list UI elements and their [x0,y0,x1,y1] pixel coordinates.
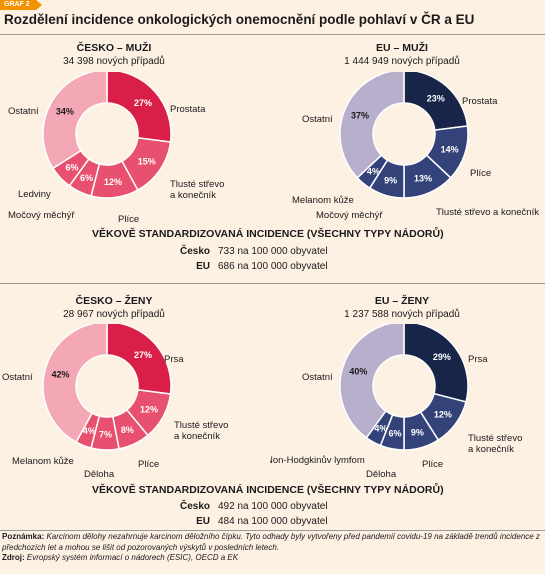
graf-label: GRAF 2 [0,0,42,10]
slice-value-label: 12% [104,177,122,187]
slice-value-label: 4% [374,424,387,434]
standardized-value: 686 na 100 000 obyvatel [218,261,328,272]
slice-value-label: 40% [349,367,367,377]
slice-category-label: Melanom kůže [292,195,354,206]
donut-chart-eu-men: 23% Prostata 14% Plíce 13% Tlusté střevo a ko… [292,72,539,221]
standardized-value: 733 na 100 000 obyvatel [218,246,328,257]
slice-category-label: Děloha [84,469,115,480]
chart-subtitle-eu-men: 1 444 949 nových případů [344,56,460,67]
standardized-row-cz-women: Česko 492 na 100 000 obyvatel [176,501,328,512]
chart-subtitle-cz-men: 34 398 nových případů [63,56,165,67]
slice-value-label: 15% [138,156,156,166]
slice-category-label: Prostata [462,96,498,107]
standardized-region: EU [196,261,210,272]
source-text: Evropský systém informací o nádorech (ES… [26,553,239,562]
slice-value-label: 4% [367,166,380,176]
donut-chart-eu-women: 29% Prsa 12% Tlusté střevo a konečník 9% Plíce… [270,324,522,480]
standardized-title-women: VĚKOVĚ STANDARDIZOVANÁ INCIDENCE (VŠECHN… [92,484,444,496]
donut-slice [403,324,469,403]
slice-category-label: Tlusté střevo a konečník [170,179,224,201]
slice-category-label: Prostata [170,104,206,115]
slice-category-label: Děloha [366,469,397,480]
standardized-value: 492 na 100 000 obyvatel [218,501,328,512]
donut-slice [339,324,405,439]
slice-category-label: Plíce [470,168,491,179]
standardized-title-men: VĚKOVĚ STANDARDIZOVANÁ INCIDENCE (VŠECHN… [92,228,444,240]
slice-value-label: 29% [433,352,451,362]
notes-divider [0,530,545,531]
slice-category-label: Plíce [118,214,139,225]
donut-slice [42,72,108,170]
slice-value-label: 8% [121,425,134,435]
standardized-region: Česko [179,246,210,257]
slice-category-label: Ostatní [2,372,33,383]
slice-category-label: Prsa [164,354,184,365]
slice-value-label: 23% [427,93,445,103]
slice-category-label: Tlusté střevo a konečník [174,420,228,442]
chart-subtitle-cz-women: 28 967 nových případů [63,309,165,320]
slice-category-label: Prsa [468,354,488,365]
slice-value-label: 6% [66,162,79,172]
donut-chart-cz-women: 27% Prsa 12% Tlusté střevo a konečník 8% Plíce… [2,324,228,480]
slice-category-label: Plíce [422,459,443,470]
note-label: Poznámka: [2,532,45,541]
source: Zdroj: Evropský systém informací o nádor… [2,553,542,564]
slice-category-label: Ledviny [18,189,51,200]
standardized-region: EU [196,516,210,527]
note: Poznámka: Karcinom dělohy nezahrnuje kar… [2,532,542,553]
slice-value-label: 6% [80,173,93,183]
slice-value-label: 4% [83,426,96,436]
donut-slice [106,72,172,143]
slice-category-label: Ostatní [302,114,333,125]
source-label: Zdroj: [2,553,25,562]
slice-value-label: 6% [388,429,401,439]
chart-subtitle-eu-women: 1 237 588 nových případů [344,309,460,320]
slice-category-label: Tlusté střevo a konečník [436,207,539,218]
slice-value-label: 34% [56,106,74,116]
slice-value-label: 12% [140,405,158,415]
chart-title-eu-women: EU – ŽENY [374,295,430,307]
slice-category-label: Tlusté střevo a konečník [468,433,522,455]
donut-slice [339,72,405,179]
slice-category-label: Plíce [138,459,159,470]
standardized-value: 484 na 100 000 obyvatel [218,516,328,527]
standardized-row-eu-women: EU 484 na 100 000 obyvatel [176,516,328,527]
slice-value-label: 9% [384,176,397,186]
slice-category-label: Ostatní [302,372,333,383]
chart-title-cz-women: ČESKO – ŽENY [75,295,153,307]
slice-category-label: Močový měchýř [8,210,75,221]
slice-value-label: 13% [414,174,432,184]
slice-value-label: 7% [99,429,112,439]
standardized-region: Česko [179,501,210,512]
slice-category-label: Melanom kůže [12,456,74,467]
slice-category-label: Močový měchýř [316,210,383,221]
slice-value-label: 9% [411,428,424,438]
slice-category-label: Non-Hodgkinův lymfom [270,455,365,466]
standardized-row-cz-men: Česko 733 na 100 000 obyvatel [176,246,328,257]
chart-title-cz-men: ČESKO – MUŽI [76,42,152,54]
donut-chart-cz-men: 27% Prostata 15% Tlusté střevo a konečník 12%… [8,72,224,225]
chart-title-eu-men: EU – MUŽI [376,42,428,54]
standardized-row-eu-men: EU 686 na 100 000 obyvatel [176,261,328,272]
slice-value-label: 14% [441,144,459,154]
donut-slice [106,324,172,395]
slice-value-label: 27% [134,98,152,108]
figure-title: Rozdělení incidence onkologických onemoc… [4,12,475,27]
slice-value-label: 37% [351,110,369,120]
notes-block: Poznámka: Karcinom dělohy nezahrnuje kar… [2,532,542,564]
slice-category-label: Ostatní [8,106,39,117]
slice-value-label: 12% [434,410,452,420]
slice-value-label: 27% [134,350,152,360]
slice-value-label: 42% [52,370,70,380]
title-divider [0,34,545,35]
section-divider [0,283,545,284]
note-text: Karcinom dělohy nezahrnuje karcinom dělo… [2,532,540,552]
donut-slice [42,324,108,444]
